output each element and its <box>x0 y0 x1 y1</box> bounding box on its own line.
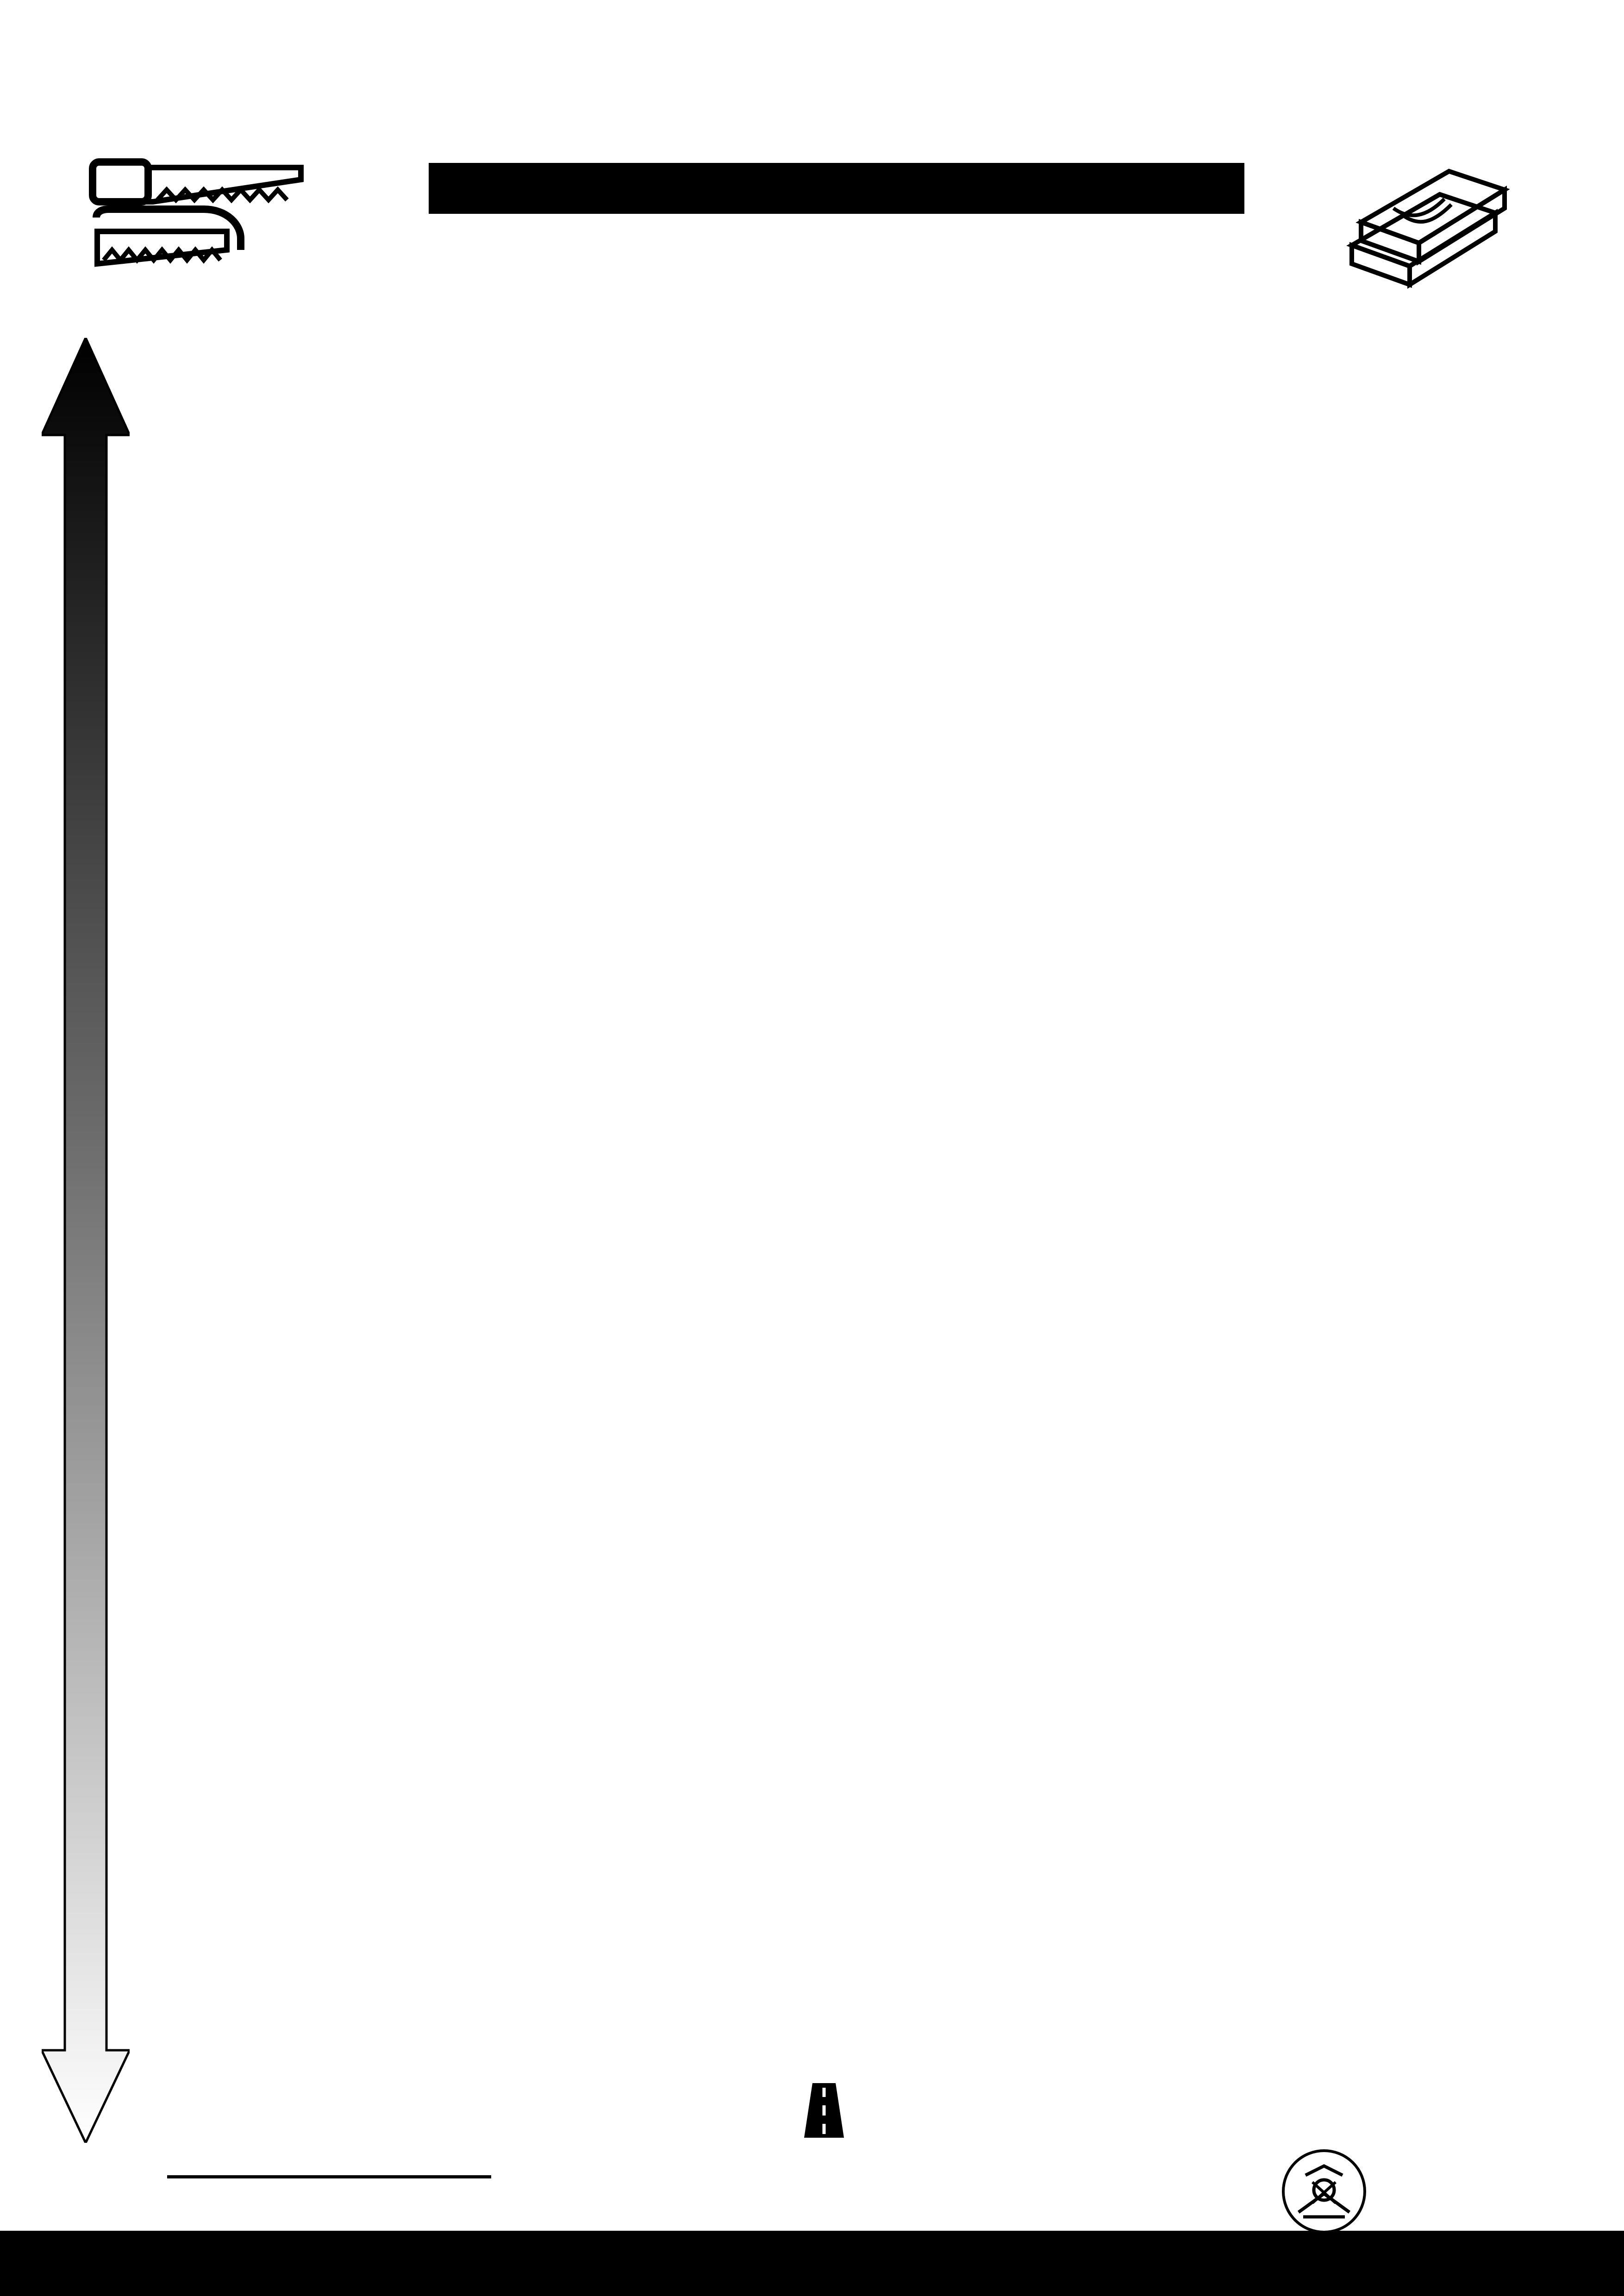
handsaw-decoration-icon <box>89 158 304 267</box>
timber-stack-decoration-icon <box>1346 168 1510 289</box>
name-field[interactable] <box>160 2171 491 2178</box>
start-here-marker <box>662 2083 986 2138</box>
level-gradient-arrow <box>42 338 130 2143</box>
makerqueen-logo <box>1282 2149 1366 2234</box>
name-input-line[interactable] <box>167 2171 491 2178</box>
footer-bar <box>0 2231 1624 2296</box>
subtitle-banner <box>429 163 1244 214</box>
road-icon <box>804 2083 844 2138</box>
